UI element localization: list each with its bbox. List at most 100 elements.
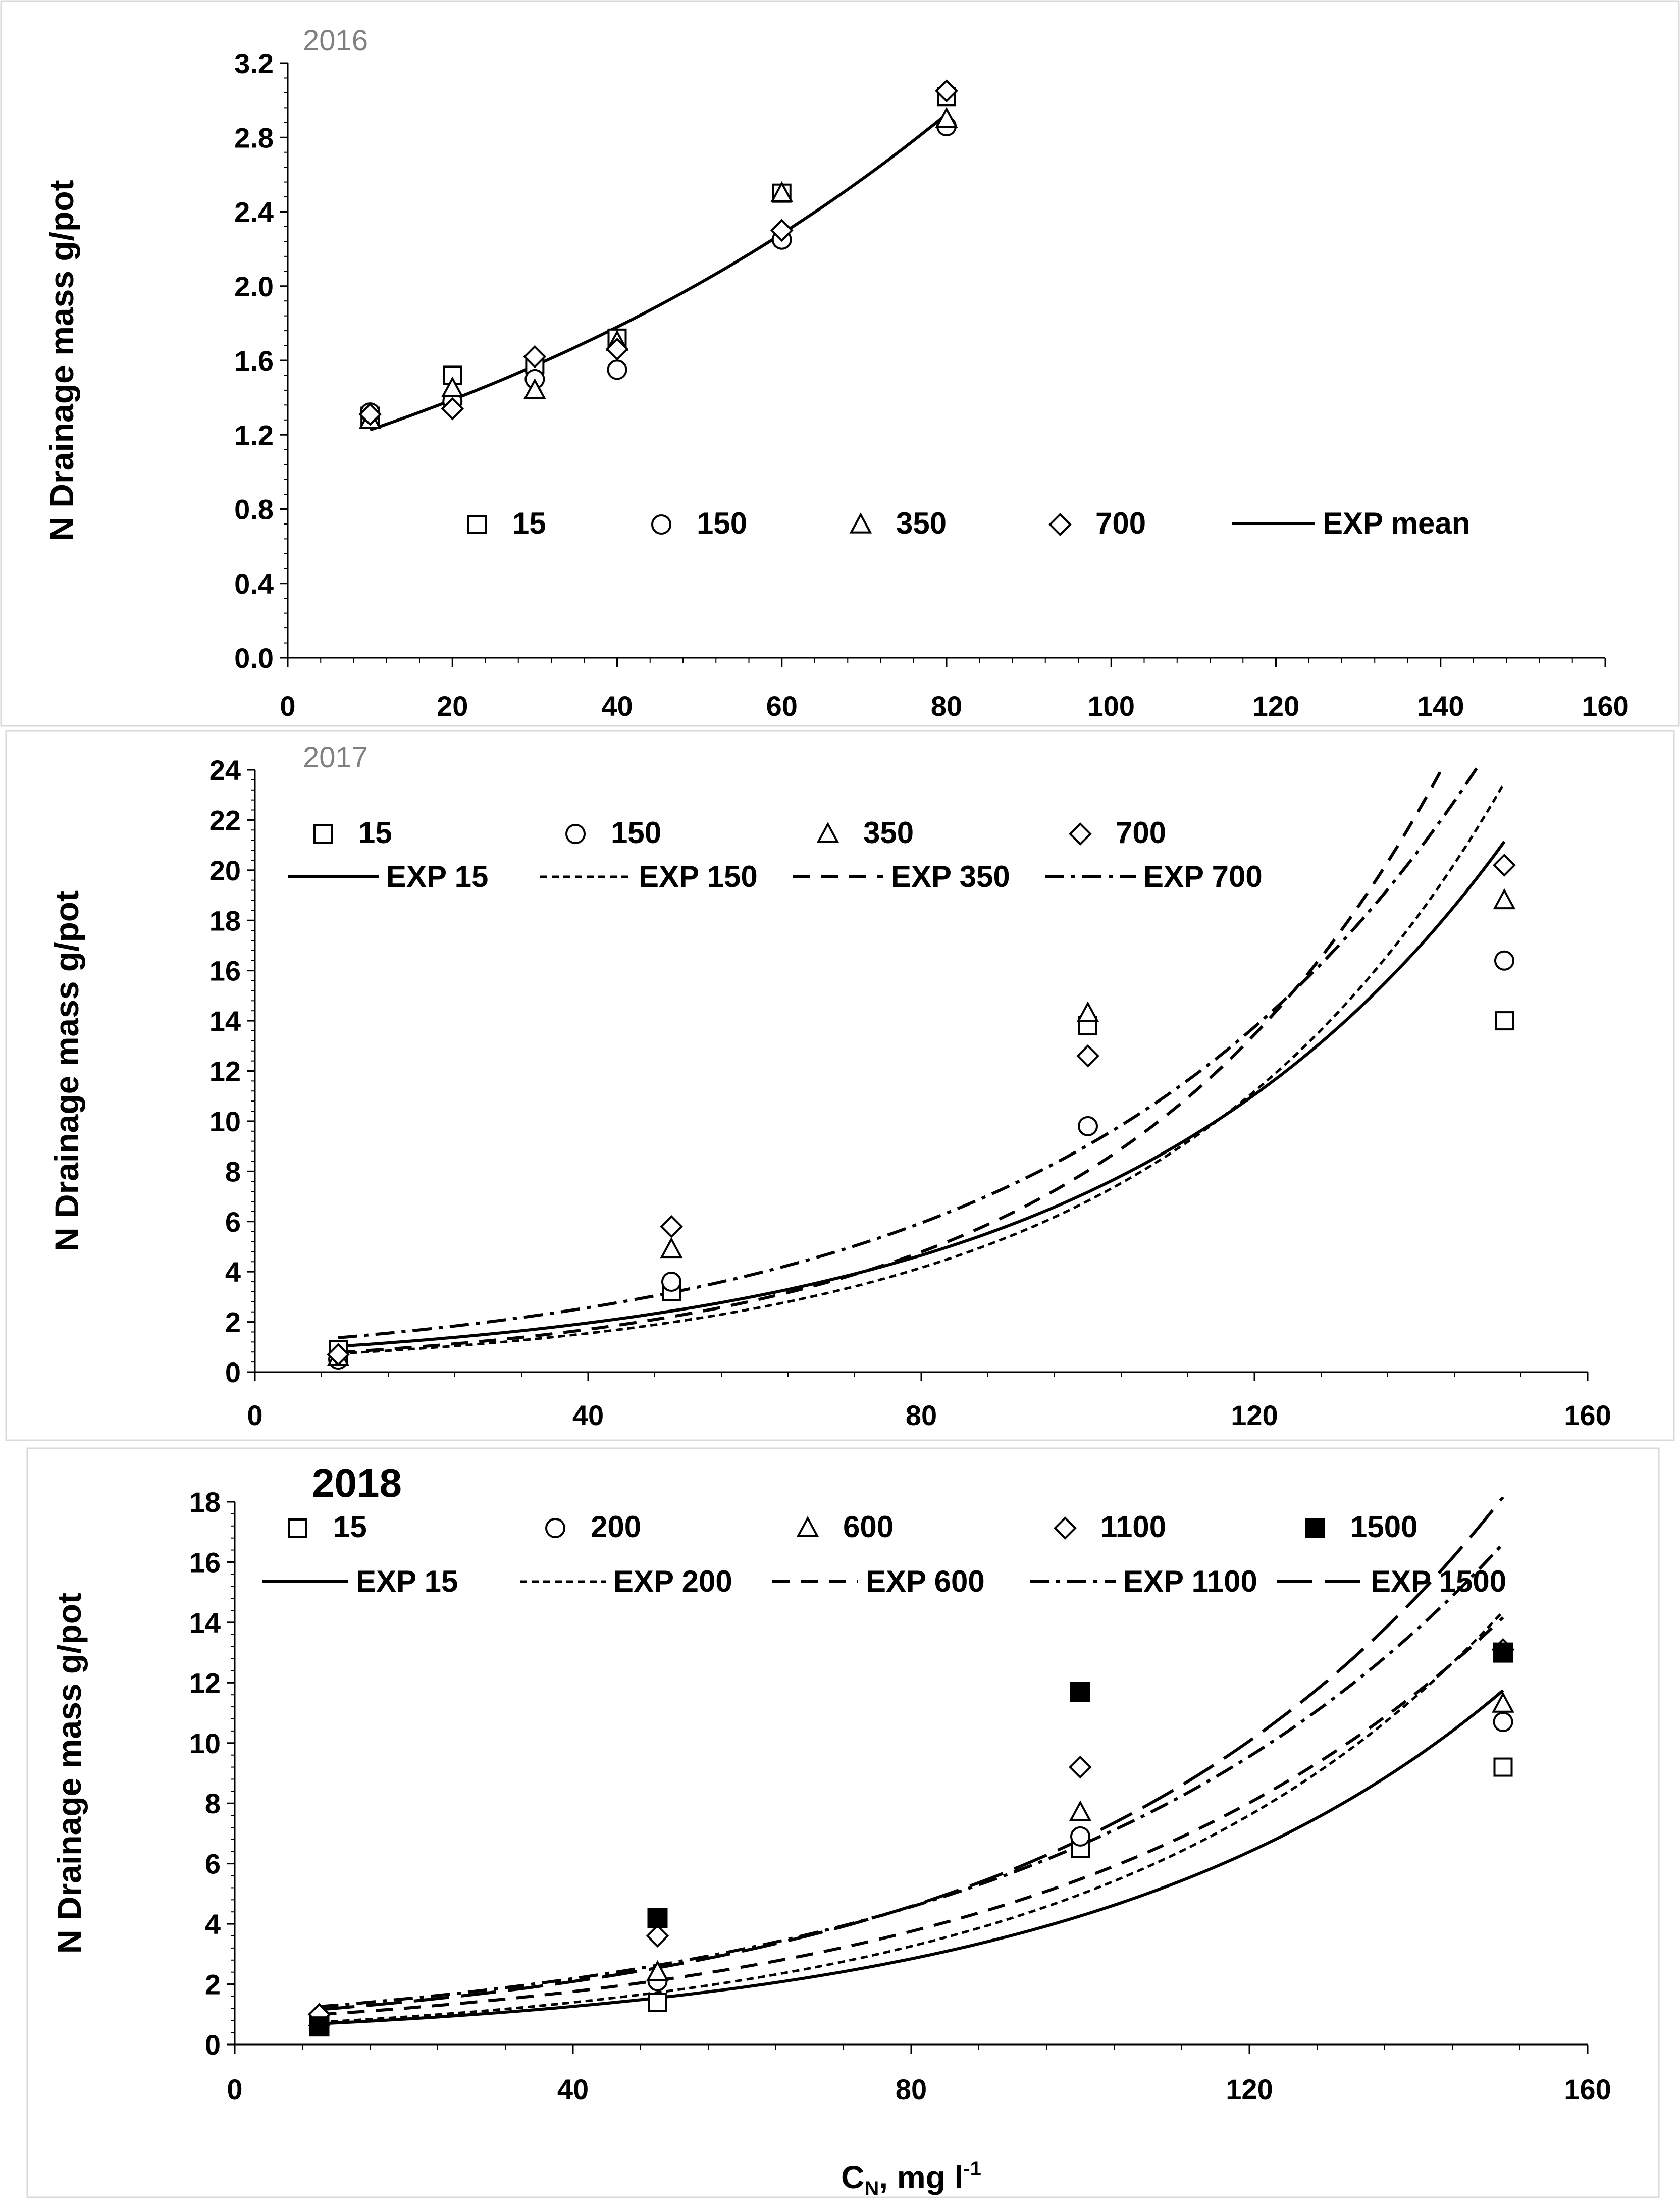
chart-frame (0, 0, 1680, 727)
y-tick-label: 14 (189, 1607, 221, 1639)
y-tick-label: 18 (209, 905, 241, 936)
data-point (1076, 1044, 1099, 1068)
x-tick-label: 160 (1564, 2073, 1611, 2105)
x-tick-label: 160 (1564, 1399, 1611, 1431)
legend-label: EXP 350 (891, 860, 1010, 894)
data-point (647, 1908, 668, 1928)
data-point (1070, 1682, 1090, 1702)
y-tick-label: 14 (209, 1005, 241, 1037)
data-point (1078, 1116, 1098, 1136)
legend-marker (1048, 513, 1072, 536)
legend-label: EXP 600 (866, 1564, 985, 1598)
fit-line-exp-200 (319, 1610, 1504, 2024)
y-tick-label: 2 (205, 1969, 221, 2001)
y-axis-label: N Drainage mass g/pot (43, 180, 80, 541)
fit-line-exp-15 (319, 1689, 1504, 2025)
legend-marker (1069, 822, 1092, 846)
data-point (1076, 1001, 1099, 1022)
chart-frame (5, 730, 1675, 1441)
data-point (1495, 1011, 1514, 1031)
y-tick-label: 1.6 (234, 345, 274, 377)
legend-label: EXP mean (1323, 506, 1470, 540)
y-tick-label: 1.2 (234, 419, 274, 451)
y-tick-label: 2.8 (234, 122, 274, 153)
fit-line-exp-350 (338, 765, 1446, 1354)
x-tick-label: 120 (1231, 1399, 1278, 1431)
x-tick-label: 80 (906, 1399, 937, 1431)
legend-label: EXP 1500 (1371, 1564, 1506, 1598)
data-point (648, 1993, 667, 2012)
y-tick-label: 20 (209, 855, 241, 886)
year-label: 2017 (303, 741, 368, 774)
y-axis-label: N Drainage mass g/pot (48, 890, 85, 1251)
y-tick-label: 4 (225, 1256, 241, 1288)
legend-marker (565, 824, 586, 844)
legend-label: 150 (697, 506, 747, 540)
data-point (1493, 1757, 1513, 1777)
year-label: 2018 (312, 1460, 402, 1505)
x-tick-label: 40 (557, 2073, 589, 2105)
x-tick-label: 0 (227, 2073, 242, 2105)
legend: 15 200 600 1100 1500 EXP 15 EXP 200 EXP 600 EXP … (262, 1510, 1506, 1598)
y-tick-label: 22 (209, 804, 241, 836)
y-tick-label: 3.2 (234, 47, 274, 79)
chart-frame (26, 1447, 1660, 2198)
y-tick-label: 10 (189, 1727, 221, 1759)
legend-marker (816, 822, 839, 843)
legend-label: 700 (1095, 506, 1146, 540)
data-point (1493, 888, 1516, 910)
legend-marker (313, 824, 333, 844)
data-point (660, 1215, 683, 1238)
y-tick-label: 16 (189, 1546, 221, 1578)
data-point (661, 1272, 681, 1292)
data-point (1493, 854, 1516, 877)
data-point (935, 107, 958, 128)
data-point (646, 1960, 669, 1981)
legend-label: 1500 (1350, 1510, 1418, 1544)
y-tick-label: 10 (209, 1106, 241, 1137)
legend-label: 15 (358, 816, 392, 850)
y-axis-label: N Drainage mass g/pot (50, 1593, 88, 1954)
data-point (1492, 1692, 1514, 1713)
legend: 15 150 350 700 EXP mean (467, 506, 1470, 540)
x-tick-label: 120 (1252, 690, 1299, 722)
series-1500 (309, 1642, 1513, 2037)
x-tick-label: 120 (1226, 2073, 1273, 2105)
data-point (523, 378, 546, 399)
legend-label: EXP 15 (356, 1564, 458, 1598)
data-point (1493, 1642, 1513, 1663)
y-tick-label: 12 (189, 1667, 221, 1699)
data-point (1493, 1711, 1513, 1732)
fit-line-exp-150 (338, 782, 1506, 1355)
x-axis-label-subscript: N (864, 2178, 879, 2198)
data-point (327, 1343, 350, 1367)
legend-label: 600 (843, 1510, 894, 1544)
legend-marker (545, 1518, 565, 1538)
legend-label: 1100 (1100, 1510, 1166, 1544)
y-tick-label: 2 (225, 1306, 241, 1338)
year-label: 2016 (303, 24, 368, 57)
y-tick-label: 18 (189, 1486, 221, 1518)
y-tick-label: 8 (225, 1156, 241, 1187)
legend: 15 150 350 700 EXP 15 EXP 150 EXP 350 EXP 700 (288, 816, 1263, 894)
fit-line-exp-600 (319, 1616, 1504, 2016)
x-tick-label: 80 (896, 2073, 927, 2105)
legend-marker (1305, 1518, 1325, 1538)
legend-label: EXP 1100 (1123, 1564, 1257, 1598)
data-point (441, 376, 464, 397)
x-tick-label: 40 (601, 690, 633, 722)
series-700 (358, 79, 958, 426)
y-tick-label: 16 (209, 955, 241, 987)
legend-marker (849, 512, 872, 534)
x-tick-label: 160 (1582, 690, 1629, 722)
legend-label: 150 (611, 816, 661, 850)
data-point (1069, 1800, 1092, 1821)
legend-label: 700 (1116, 816, 1166, 850)
data-point (770, 219, 794, 242)
fit-line-exp-mean (370, 113, 948, 432)
data-point (1069, 1755, 1092, 1779)
y-tick-label: 0.4 (234, 568, 274, 600)
x-tick-label: 0 (247, 1399, 262, 1431)
